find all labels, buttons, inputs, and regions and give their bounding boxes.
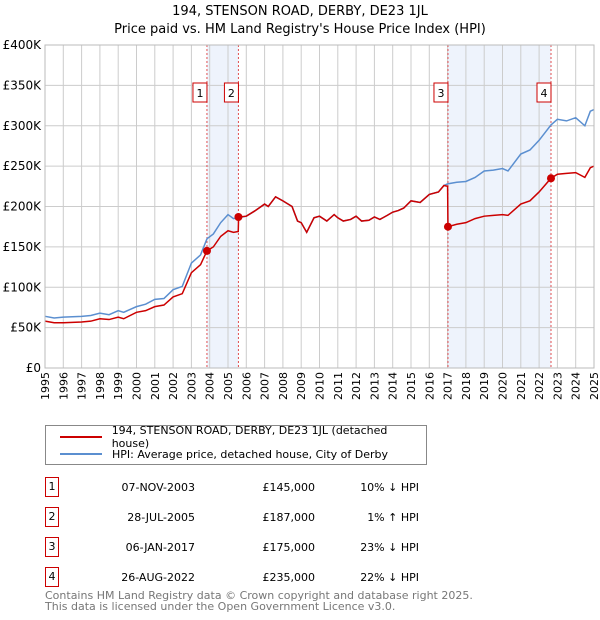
y-tick-label: £0 <box>26 361 41 375</box>
sale-number-badge: 1 <box>45 477 59 497</box>
hpi-diff: 23% ↓ HPI <box>360 540 419 554</box>
x-tick-label: 2023 <box>551 372 564 400</box>
sale-date: 26-AUG-2022 <box>121 570 195 584</box>
sale-label: 3 <box>437 87 444 100</box>
x-tick-label: 2022 <box>533 372 546 400</box>
property-price-line <box>44 165 595 324</box>
sale-number-badge: 4 <box>45 567 59 587</box>
x-tick-label: 2008 <box>277 372 290 400</box>
y-tick-label: £50K <box>10 321 42 335</box>
x-tick-label: 2021 <box>515 372 528 400</box>
hpi-diff: 10% ↓ HPI <box>360 480 419 494</box>
x-tick-label: 2010 <box>314 372 327 400</box>
x-tick-label: 2025 <box>588 372 600 400</box>
y-tick-label: £350K <box>3 78 43 92</box>
sale-point <box>546 174 555 183</box>
legend: 194, STENSON ROAD, DERBY, DE23 1JL (deta… <box>45 424 427 465</box>
x-tick-label: 2004 <box>204 372 217 400</box>
x-tick-label: 2011 <box>332 372 345 400</box>
x-tick-label: 2015 <box>405 372 418 400</box>
sale-label: 2 <box>228 87 235 100</box>
x-tick-label: 2000 <box>131 372 144 400</box>
x-tick-label: 2001 <box>149 372 162 400</box>
sale-point <box>202 246 211 255</box>
x-tick-label: 2012 <box>350 372 363 400</box>
x-tick-label: 2016 <box>423 372 436 400</box>
sale-price: £175,000 <box>262 540 316 554</box>
footer-line: This data is licensed under the Open Gov… <box>45 600 396 613</box>
table-row: 3 06-JAN-2017 £175,000 23% ↓ HPI <box>45 532 419 562</box>
sale-label-box <box>433 82 449 103</box>
table-row: 2 28-JUL-2005 £187,000 1% ↑ HPI <box>45 502 419 532</box>
legend-item-hpi: HPI: Average price, detached house, City… <box>60 446 388 462</box>
sale-label-box <box>536 82 552 103</box>
x-tick-label: 1995 <box>39 372 52 400</box>
y-tick-label: £400K <box>3 38 43 52</box>
x-tick-label: 2018 <box>460 372 473 400</box>
y-tick-label: £100K <box>3 280 43 294</box>
x-tick-label: 1999 <box>112 372 125 400</box>
legend-label: HPI: Average price, detached house, City… <box>112 447 389 461</box>
sale-date: 07-NOV-2003 <box>121 480 195 494</box>
sale-date: 28-JUL-2005 <box>127 510 195 524</box>
sale-label-box <box>192 82 208 103</box>
sale-price: £145,000 <box>262 480 316 494</box>
legend-label: 194, STENSON ROAD, DERBY, DE23 1JL (deta… <box>111 424 388 450</box>
sale-price: £235,000 <box>262 570 316 584</box>
x-tick-label: 2009 <box>295 372 308 400</box>
x-tick-label: 1998 <box>94 372 107 400</box>
x-tick-label: 2020 <box>497 372 510 400</box>
y-tick-label: £150K <box>3 240 43 254</box>
x-tick-label: 2002 <box>167 372 180 400</box>
table-row: 1 07-NOV-2003 £145,000 10% ↓ HPI <box>45 472 419 502</box>
y-tick-label: £200K <box>3 200 43 214</box>
x-tick-label: 2014 <box>387 372 400 400</box>
x-tick-label: 2019 <box>478 372 491 400</box>
footer: Contains HM Land Registry data © Crown c… <box>45 590 473 612</box>
sale-point <box>234 212 243 221</box>
chart-title: 194, STENSON ROAD, DERBY, DE23 1JL <box>172 4 428 19</box>
x-tick-label: 2007 <box>259 372 272 400</box>
blue-line-swatch <box>60 453 102 455</box>
red-line-swatch <box>60 436 102 438</box>
price-chart: 1995 1996 1997 1998 1999 2000 2001 2002 2003 2004… <box>3 38 600 400</box>
sale-price: £187,000 <box>262 510 316 524</box>
sale-number-badge: 2 <box>45 507 59 527</box>
x-tick-label: 2024 <box>570 372 583 400</box>
y-tick-label: £250K <box>3 159 43 173</box>
sale-date: 06-JAN-2017 <box>125 540 195 554</box>
sale-label: 1 <box>196 87 203 100</box>
plot-border <box>44 44 595 369</box>
sale-point <box>443 222 452 231</box>
x-tick-label: 2005 <box>222 372 235 400</box>
sale-label: 4 <box>540 87 547 100</box>
sale-number-badge: 3 <box>45 537 59 557</box>
table-row: 4 26-AUG-2022 £235,000 22% ↓ HPI <box>45 562 419 592</box>
chart-subtitle: Price paid vs. HM Land Registry's House … <box>114 22 486 37</box>
sales-table: 1 07-NOV-2003 £145,000 10% ↓ HPI 2 28-JUL… <box>45 472 419 592</box>
x-tick-label: 2003 <box>185 372 198 400</box>
footer-line: Contains HM Land Registry data © Crown c… <box>45 589 473 602</box>
x-tick-label: 2013 <box>368 372 381 400</box>
hpi-diff: 22% ↓ HPI <box>360 570 419 584</box>
x-tick-label: 1997 <box>76 372 89 400</box>
sale-label-box <box>223 82 239 103</box>
hpi-diff: 1% ↑ HPI <box>367 510 419 524</box>
x-tick-label: 2017 <box>442 372 455 400</box>
x-tick-label: 2006 <box>240 372 253 400</box>
y-tick-label: £300K <box>3 119 43 133</box>
legend-item-property: 194, STENSON ROAD, DERBY, DE23 1JL (deta… <box>60 424 426 450</box>
x-tick-label: 1996 <box>57 372 70 400</box>
